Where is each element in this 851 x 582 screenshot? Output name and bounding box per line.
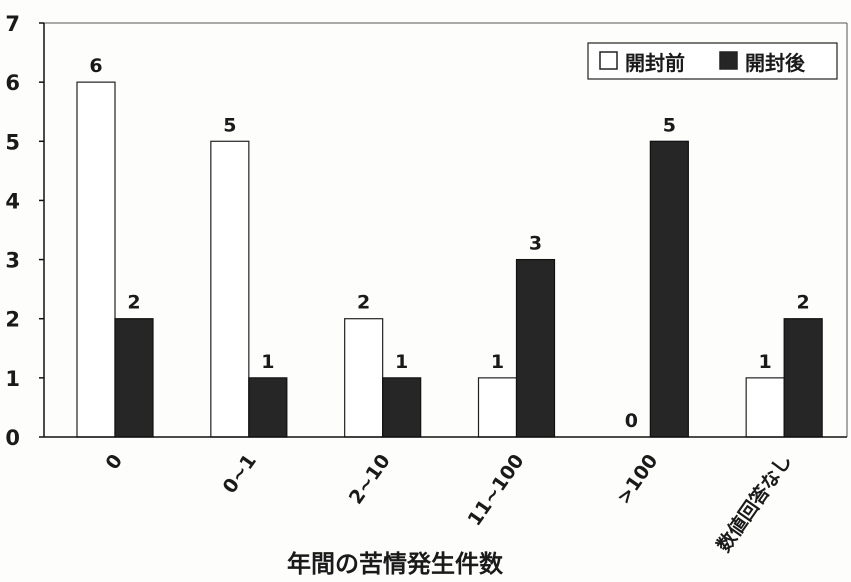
x-tick-label: >100 — [613, 450, 663, 508]
data-label-after: 5 — [663, 114, 676, 136]
data-label-before: 2 — [357, 292, 370, 314]
data-label-before: 5 — [223, 114, 236, 136]
y-tick-label: 6 — [5, 71, 20, 95]
bar-before — [745, 377, 785, 438]
data-label-after: 2 — [797, 292, 810, 314]
y-tick-label: 2 — [5, 308, 20, 332]
y-tick-label: 5 — [5, 130, 20, 154]
data-label-before: 1 — [491, 351, 504, 373]
bar-after — [114, 318, 154, 438]
x-tick-label: 0~1 — [219, 450, 261, 497]
x-tick-label: 11~100 — [464, 450, 529, 530]
x-axis: 0 0~1 2~10 11~100 >100 数値回答なし — [44, 436, 847, 557]
bar-after — [382, 377, 422, 438]
bar-after — [248, 377, 288, 438]
bar-before — [210, 140, 250, 438]
y-tick-label: 7 — [5, 12, 20, 36]
bar-after — [515, 258, 556, 438]
bar-after — [649, 140, 689, 438]
legend-label-before: 開封前 — [625, 51, 685, 75]
data-label-after: 1 — [395, 351, 408, 373]
y-tick-label: 0 — [5, 426, 20, 450]
data-label-before: 1 — [759, 351, 772, 373]
x-axis-title: 年間の苦情発生件数 — [287, 550, 504, 578]
y-axis: 0 1 2 3 4 5 6 7 — [5, 12, 45, 450]
data-label-after: 3 — [529, 233, 542, 255]
y-tick-label: 3 — [5, 249, 20, 273]
data-label-before: 0 — [625, 410, 638, 432]
x-tick-label: 0 — [101, 450, 127, 473]
y-tick-label: 1 — [5, 367, 20, 391]
bars — [76, 81, 823, 438]
x-tick-label: 2~10 — [345, 450, 395, 508]
legend-label-after: 開封後 — [745, 51, 806, 75]
plot-area — [44, 22, 848, 437]
data-label-before: 6 — [89, 55, 102, 77]
bar-before — [477, 377, 518, 438]
bar-after — [783, 318, 823, 438]
legend: 開封前 開封後 — [587, 42, 838, 80]
data-label-after: 1 — [261, 351, 274, 373]
value-labels: 6 2 5 1 2 1 1 3 0 5 1 2 — [89, 55, 809, 432]
legend-swatch-after — [719, 51, 738, 70]
legend-swatch-before — [599, 51, 618, 70]
y-tick-label: 4 — [5, 189, 20, 213]
data-label-after: 2 — [127, 292, 140, 314]
legend-box — [587, 42, 838, 80]
bar-before — [76, 81, 116, 438]
bar-before — [344, 318, 384, 438]
x-tick-label: 数値回答なし — [712, 450, 796, 557]
